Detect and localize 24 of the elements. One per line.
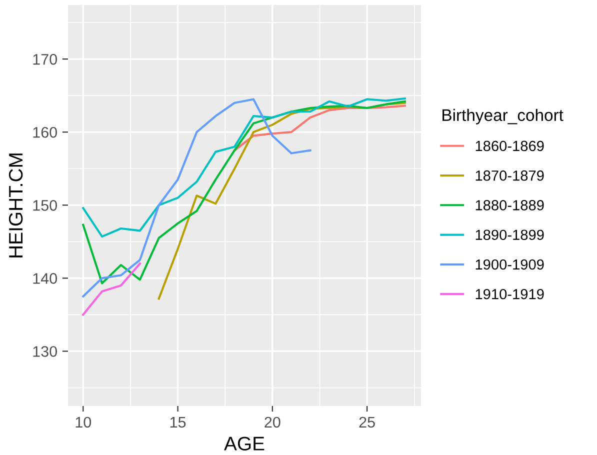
line-series (234, 104, 406, 152)
legend-label: 1870-1879 (476, 170, 544, 181)
y-tick-label: 170 (33, 54, 57, 65)
legend-label: 1880-1889 (476, 200, 544, 210)
y-tick-label: 140 (33, 273, 57, 284)
x-axis-title: AGE (224, 436, 264, 450)
x-tick-label: 25 (359, 416, 375, 428)
legend-label: 1860-1869 (476, 140, 544, 152)
y-axis-title: HEIGHT.CM (8, 154, 23, 258)
y-tick-label: 150 (33, 200, 57, 211)
legend-label: 1890-1899 (476, 230, 544, 240)
x-tick-label: 20 (264, 416, 280, 428)
x-tick-label: 15 (170, 416, 186, 428)
y-tick-label: 160 (33, 126, 57, 138)
line-series (82, 100, 406, 284)
line-series (158, 102, 406, 300)
legend-label: 1900-1909 (476, 259, 544, 270)
legend-title: Birthyear_cohort (442, 108, 564, 124)
line-series (82, 262, 141, 316)
line-series (82, 98, 312, 298)
line-series (82, 97, 406, 238)
legend-label: 1910-1919 (476, 288, 544, 300)
x-tick-label: 10 (76, 416, 92, 428)
y-tick-label: 130 (33, 346, 57, 357)
